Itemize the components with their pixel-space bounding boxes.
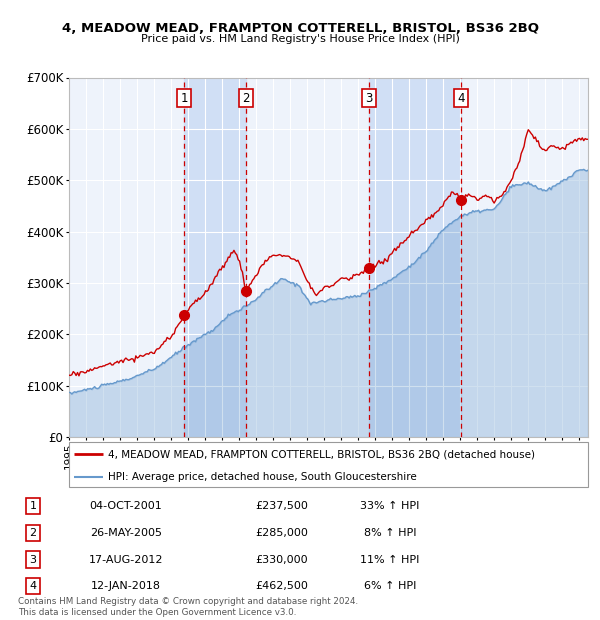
Text: £462,500: £462,500 — [256, 581, 308, 591]
Text: £330,000: £330,000 — [256, 554, 308, 565]
Text: 1: 1 — [180, 92, 188, 105]
Text: £237,500: £237,500 — [256, 501, 308, 512]
Text: 04-OCT-2001: 04-OCT-2001 — [89, 501, 163, 512]
Text: 8% ↑ HPI: 8% ↑ HPI — [364, 528, 416, 538]
Text: 4, MEADOW MEAD, FRAMPTON COTTERELL, BRISTOL, BS36 2BQ (detached house): 4, MEADOW MEAD, FRAMPTON COTTERELL, BRIS… — [108, 449, 535, 459]
Text: 4: 4 — [457, 92, 464, 105]
Text: £285,000: £285,000 — [256, 528, 308, 538]
Text: 12-JAN-2018: 12-JAN-2018 — [91, 581, 161, 591]
Bar — [184, 78, 246, 437]
Bar — [369, 78, 461, 437]
Text: 2: 2 — [242, 92, 250, 105]
Text: 2: 2 — [29, 528, 37, 538]
FancyBboxPatch shape — [69, 442, 588, 487]
Text: 6% ↑ HPI: 6% ↑ HPI — [364, 581, 416, 591]
Text: 3: 3 — [365, 92, 373, 105]
Text: 17-AUG-2012: 17-AUG-2012 — [89, 554, 163, 565]
Text: Price paid vs. HM Land Registry's House Price Index (HPI): Price paid vs. HM Land Registry's House … — [140, 34, 460, 44]
Text: HPI: Average price, detached house, South Gloucestershire: HPI: Average price, detached house, Sout… — [108, 472, 416, 482]
Text: 11% ↑ HPI: 11% ↑ HPI — [361, 554, 419, 565]
Text: 33% ↑ HPI: 33% ↑ HPI — [361, 501, 419, 512]
Text: 4, MEADOW MEAD, FRAMPTON COTTERELL, BRISTOL, BS36 2BQ: 4, MEADOW MEAD, FRAMPTON COTTERELL, BRIS… — [62, 22, 539, 35]
Text: 3: 3 — [29, 554, 37, 565]
Text: 4: 4 — [29, 581, 37, 591]
Text: 26-MAY-2005: 26-MAY-2005 — [90, 528, 162, 538]
Text: 1: 1 — [29, 501, 37, 512]
Text: Contains HM Land Registry data © Crown copyright and database right 2024.
This d: Contains HM Land Registry data © Crown c… — [18, 598, 358, 617]
